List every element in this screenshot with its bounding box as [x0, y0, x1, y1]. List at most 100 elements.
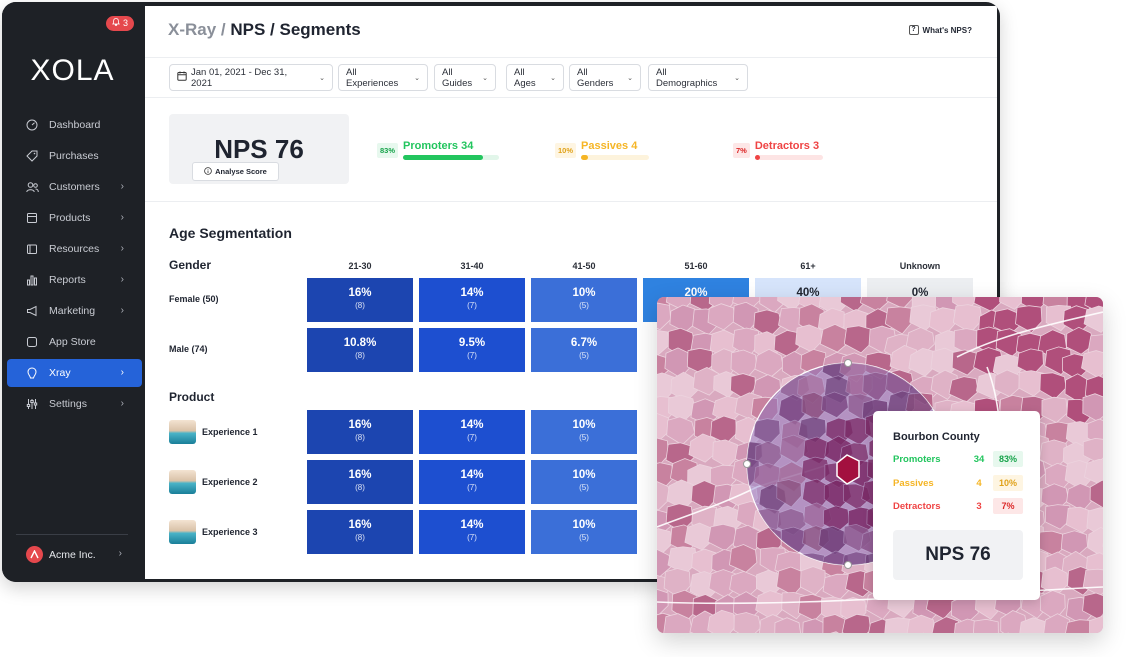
genders-filter[interactable]: All Genders ⌄ — [569, 64, 641, 91]
bar-chart-icon — [25, 273, 39, 287]
promoters-pct: 83% — [377, 143, 399, 158]
segment-value: 9.5% — [458, 337, 486, 349]
segment-count: (5) — [579, 533, 589, 542]
segment-cell[interactable]: 10% (5) — [531, 510, 637, 554]
nps-score: NPS 76 — [214, 134, 304, 164]
segment-value: 10% — [572, 287, 596, 299]
xola-logo[interactable]: XOLA — [30, 54, 115, 87]
segment-value: 14% — [460, 287, 484, 299]
promoters-metric: 83% Promoters 34 — [377, 140, 500, 160]
sidebar-item-label: Settings — [49, 398, 87, 410]
sidebar: 3 XOLA Dashboard Purchases Customers › P… — [2, 2, 143, 582]
megaphone-icon — [25, 304, 39, 318]
segment-cell[interactable]: 14% (7) — [419, 410, 525, 454]
county-passives-row: Passives 4 10% — [893, 475, 1023, 491]
segment-value: 10% — [572, 519, 596, 531]
segment-cell[interactable]: 14% (7) — [419, 278, 525, 322]
segment-cell[interactable]: 14% (7) — [419, 460, 525, 504]
ages-filter[interactable]: All Ages ⌄ — [506, 64, 564, 91]
segment-cell[interactable]: 10% (5) — [531, 460, 637, 504]
radius-handle-bottom[interactable] — [844, 561, 852, 569]
analyse-score-button[interactable]: Analyse Score — [192, 162, 279, 181]
segment-cell[interactable]: 16% (8) — [307, 410, 413, 454]
sidebar-item-resources[interactable]: Resources › — [7, 235, 142, 263]
radius-handle-left[interactable] — [743, 460, 751, 468]
column-header: 51-60 — [684, 261, 708, 271]
segment-count: (5) — [579, 301, 589, 310]
account-avatar-icon — [26, 546, 43, 563]
whats-nps-link[interactable]: ? What's NPS? — [908, 25, 972, 35]
chevron-down-icon: ⌄ — [414, 74, 420, 82]
segment-value: 16% — [348, 469, 372, 481]
sidebar-item-xray[interactable]: Xray › — [7, 359, 142, 387]
county-name: Bourbon County — [893, 431, 980, 443]
sidebar-item-label: Dashboard — [49, 119, 101, 131]
segment-value: 14% — [460, 519, 484, 531]
segment-count: (7) — [467, 351, 477, 360]
info-icon — [204, 166, 212, 177]
county-nps-score: NPS 76 — [893, 530, 1023, 580]
row-label-text: Male (74) — [169, 344, 208, 354]
notification-badge[interactable]: 3 — [106, 16, 135, 31]
segment-cell[interactable]: 16% (8) — [307, 278, 413, 322]
segment-value: 16% — [348, 287, 372, 299]
passives-label: Passives — [581, 140, 629, 152]
segment-cell[interactable]: 9.5% (7) — [419, 328, 525, 372]
segment-cell[interactable]: 14% (7) — [419, 510, 525, 554]
county-popup: Bourbon County Promoters 34 83% Passives… — [873, 411, 1040, 600]
gender-row-label: Female (50) — [169, 294, 219, 304]
sidebar-item-label: Resources — [49, 243, 100, 255]
sidebar-item-label: Xray — [49, 367, 71, 379]
demographics-filter[interactable]: All Demographics ⌄ — [648, 64, 748, 91]
genders-value: All Genders — [577, 66, 614, 89]
sidebar-item-products[interactable]: Products › — [7, 204, 142, 232]
demographics-value: All Demographics — [656, 66, 718, 89]
chevron-down-icon: ⌄ — [550, 74, 556, 82]
segment-count: (5) — [579, 433, 589, 442]
sidebar-item-marketing[interactable]: Marketing › — [7, 297, 142, 325]
sliders-icon — [25, 397, 39, 411]
whats-nps-label: What's NPS? — [922, 25, 972, 35]
guides-filter[interactable]: All Guides ⌄ — [434, 64, 496, 91]
segment-value: 14% — [460, 419, 484, 431]
sidebar-item-purchases[interactable]: Purchases — [7, 142, 142, 170]
chevron-right-icon: › — [118, 548, 122, 559]
passives-pct: 10% — [555, 143, 577, 158]
product-section-label: Product — [169, 390, 215, 404]
segment-count: (8) — [355, 301, 365, 310]
notification-count: 3 — [123, 18, 129, 28]
sidebar-item-reports[interactable]: Reports › — [7, 266, 142, 294]
radius-handle-top[interactable] — [844, 359, 852, 367]
breadcrumb-parent[interactable]: X-Ray / — [168, 20, 226, 39]
row-label-text: Experience 1 — [202, 427, 258, 437]
experience-thumbnail — [169, 420, 196, 444]
segment-cell[interactable]: 16% (8) — [307, 460, 413, 504]
bourbon-county-shape[interactable] — [836, 454, 860, 485]
gender-row-label: Male (74) — [169, 344, 208, 354]
segment-cell[interactable]: 10.8% (8) — [307, 328, 413, 372]
segment-value: 16% — [348, 419, 372, 431]
analyse-score-label: Analyse Score — [215, 167, 267, 176]
column-header: 61+ — [800, 261, 816, 271]
experiences-filter[interactable]: All Experiences ⌄ — [338, 64, 428, 91]
sidebar-item-dashboard[interactable]: Dashboard — [7, 111, 142, 139]
date-range-filter[interactable]: Jan 01, 2021 - Dec 31, 2021 ⌄ — [169, 64, 333, 91]
segment-value: 10% — [572, 419, 596, 431]
chevron-down-icon: ⌄ — [482, 74, 488, 82]
sidebar-item-customers[interactable]: Customers › — [7, 173, 142, 201]
sidebar-item-settings[interactable]: Settings › — [7, 390, 142, 418]
chevron-right-icon: › — [120, 305, 124, 316]
segment-cell[interactable]: 10% (5) — [531, 410, 637, 454]
sidebar-item-app-store[interactable]: App Store — [7, 328, 142, 356]
sidebar-item-label: Purchases — [49, 150, 99, 162]
segment-cell[interactable]: 10% (5) — [531, 278, 637, 322]
account-name: Acme Inc. — [49, 548, 96, 561]
segment-cell[interactable]: 6.7% (5) — [531, 328, 637, 372]
segment-cell[interactable]: 16% (8) — [307, 510, 413, 554]
ages-value: All Ages — [514, 66, 536, 89]
account-switcher[interactable]: Acme Inc. › — [26, 546, 126, 563]
sidebar-item-label: Products — [49, 212, 91, 224]
chevron-right-icon: › — [120, 367, 124, 378]
county-detractors-label: Detractors — [893, 500, 941, 512]
detractors-count: 3 — [812, 140, 820, 152]
